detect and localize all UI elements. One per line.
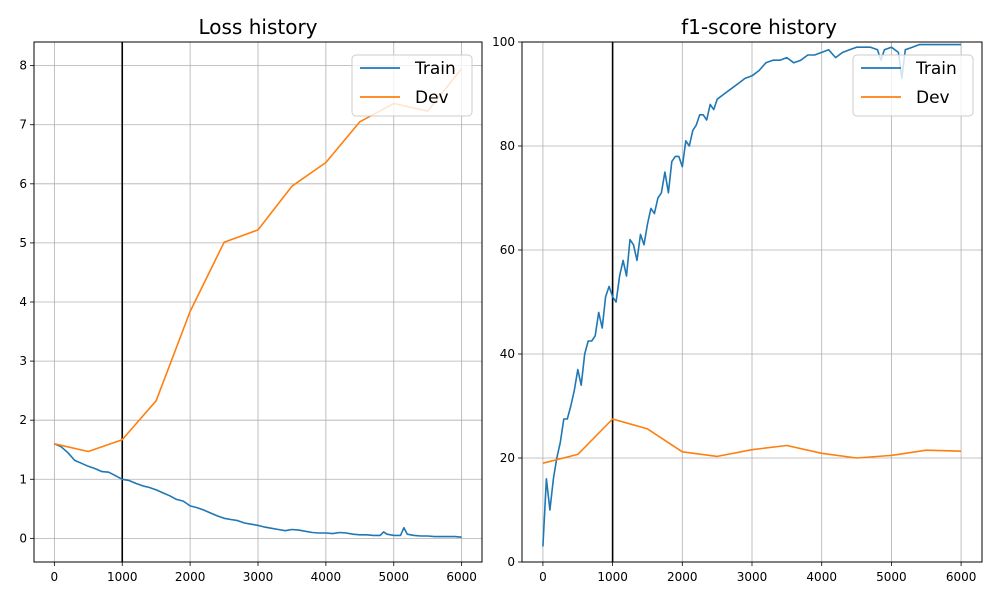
loss-ytick-label: 0	[19, 531, 27, 545]
f1-series-dev-line	[542, 418, 962, 464]
f1-ytick-label: 40	[500, 347, 515, 361]
f1-plot-title: f1-score history	[681, 15, 837, 39]
f1-ytick-label: 60	[500, 243, 515, 257]
loss-ytick-label: 6	[19, 177, 27, 191]
f1-score-history-plot: f1-score history 0 1000 2000 3000 4000 5000 60…	[492, 15, 983, 584]
loss-series-train-line	[54, 443, 462, 538]
loss-xtick-label: 1000	[107, 570, 138, 584]
f1-xtick-label: 0	[539, 570, 547, 584]
loss-ytick-label: 4	[19, 295, 27, 309]
loss-history-plot: Loss history 0 1000 2000 3000 4000 5000 6000 0 1…	[19, 15, 483, 584]
f1-xtick-label: 6000	[946, 570, 977, 584]
f1-ytick-label: 20	[500, 451, 515, 465]
loss-ytick-label: 8	[19, 59, 27, 73]
f1-legend-box	[852, 54, 974, 117]
loss-xtick-label: 4000	[311, 570, 342, 584]
loss-xtick-label: 5000	[378, 570, 409, 584]
loss-ytick-label: 5	[19, 236, 27, 250]
loss-xtick-label: 2000	[175, 570, 206, 584]
f1-plot-series	[542, 43, 962, 547]
f1-ytick-label: 80	[500, 139, 515, 153]
loss-ytick-label: 3	[19, 354, 27, 368]
loss-plot-grid	[34, 42, 482, 562]
loss-ytick-label: 2	[19, 413, 27, 427]
loss-ytick-label: 1	[19, 472, 27, 486]
f1-series-train-line	[542, 43, 962, 547]
loss-legend-dev-label: Dev	[415, 88, 449, 108]
loss-legend-train-label: Train	[414, 59, 456, 79]
f1-plot-ticks: 0 1000 2000 3000 4000 5000 6000 0 20 40 60 80 100	[492, 35, 976, 584]
f1-plot-legend: Train Dev	[852, 54, 974, 117]
f1-xtick-label: 4000	[806, 570, 837, 584]
loss-ytick-label: 7	[19, 118, 27, 132]
loss-xtick-label: 0	[51, 570, 59, 584]
f1-xtick-label: 1000	[597, 570, 628, 584]
f1-xtick-label: 5000	[876, 570, 907, 584]
loss-xtick-label: 3000	[243, 570, 274, 584]
f1-ytick-label: 0	[507, 555, 515, 569]
loss-legend-box	[351, 54, 473, 117]
f1-legend-dev-label: Dev	[916, 88, 950, 108]
loss-xtick-label: 6000	[446, 570, 477, 584]
loss-plot-legend: Train Dev	[351, 54, 473, 117]
f1-ytick-label: 100	[492, 35, 515, 49]
f1-legend-train-label: Train	[915, 59, 957, 79]
loss-plot-title: Loss history	[198, 15, 317, 39]
loss-plot-ticks: 0 1000 2000 3000 4000 5000 6000 0 1 2 3 4 5 6 7 8	[19, 59, 477, 584]
f1-xtick-label: 3000	[737, 570, 768, 584]
f1-xtick-label: 2000	[667, 570, 698, 584]
